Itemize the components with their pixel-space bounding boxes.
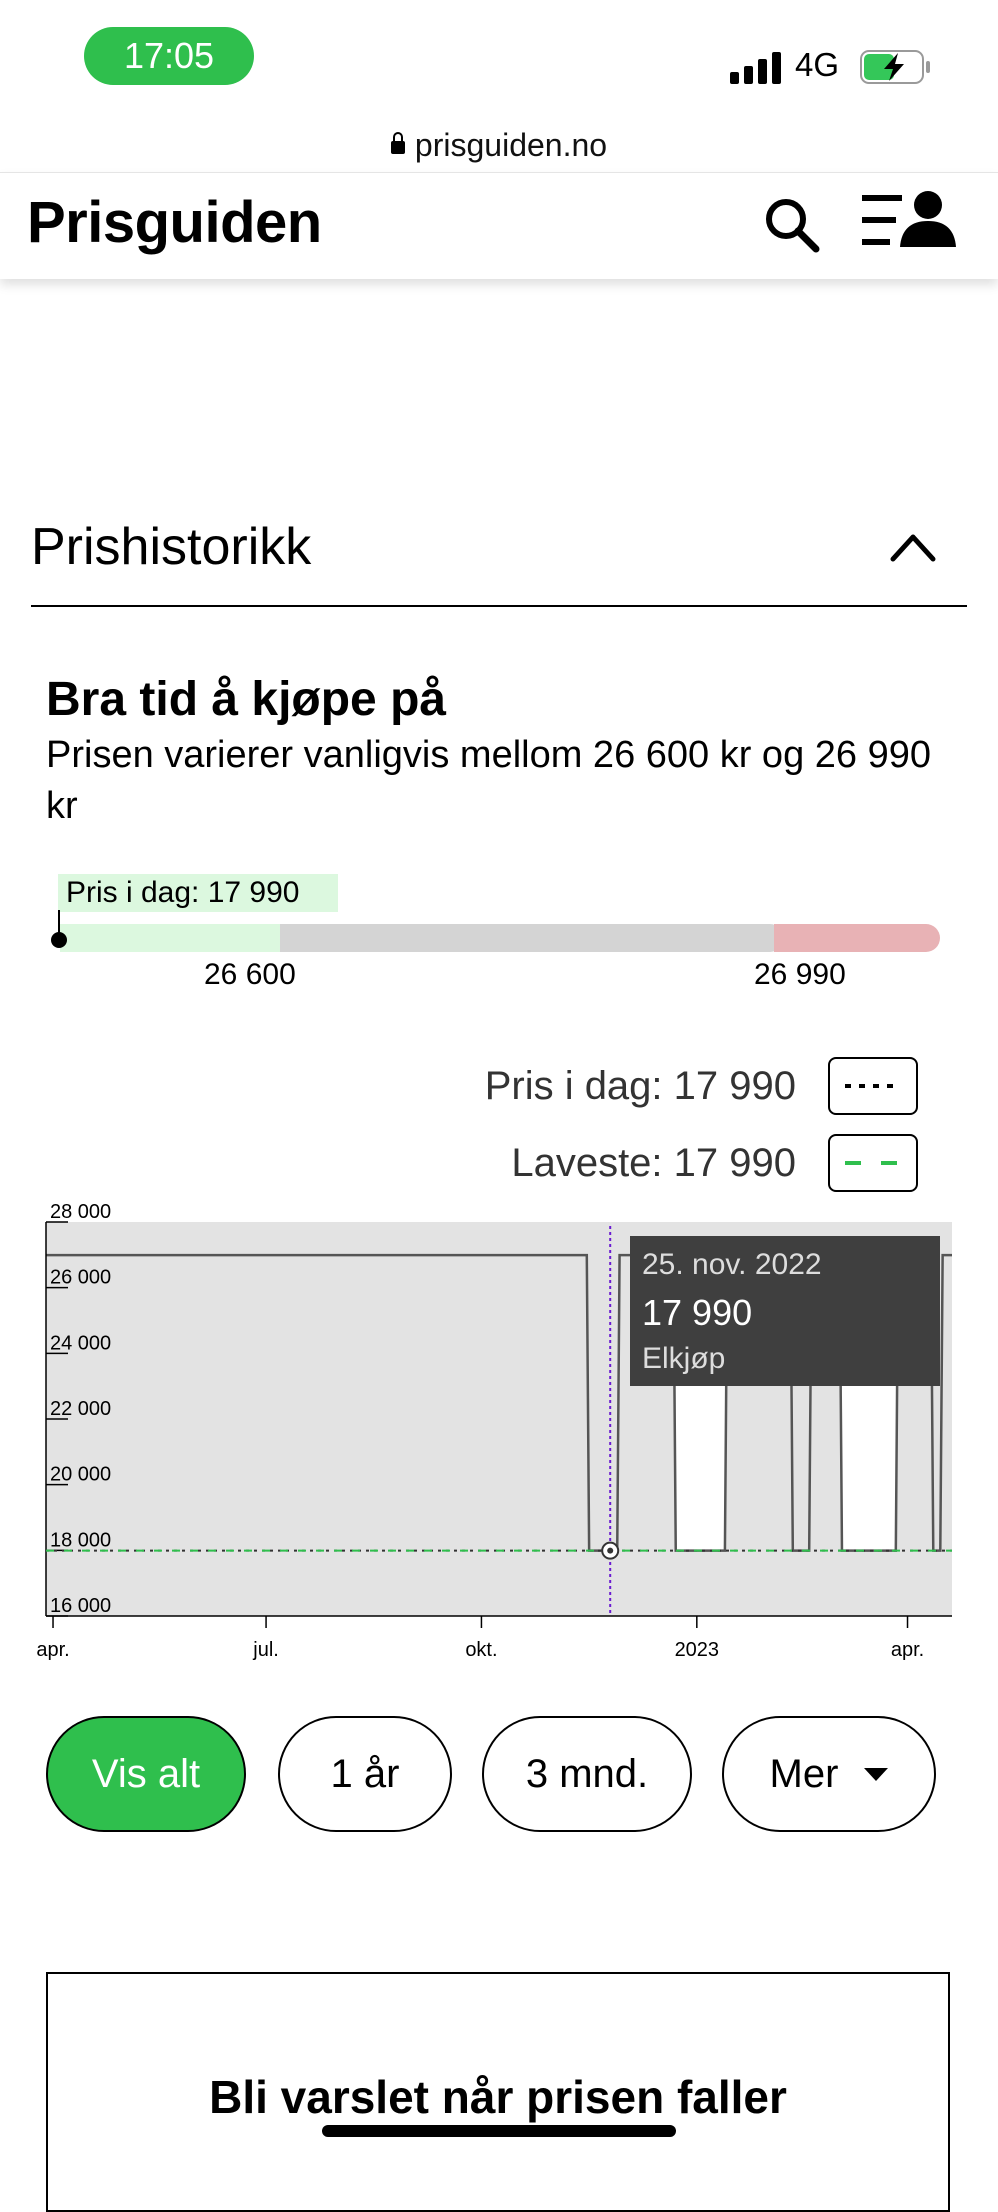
- legend-lowest-swatch[interactable]: [828, 1134, 918, 1192]
- verdict-title: Bra tid å kjøpe på: [46, 673, 447, 726]
- range-button-more-label: Mer: [769, 1751, 839, 1796]
- chart-tooltip: 25. nov. 2022 17 990 Elkjøp: [630, 1236, 940, 1386]
- range-button-3-months[interactable]: 3 mnd.: [482, 1716, 692, 1832]
- range-button-1-year[interactable]: 1 år: [278, 1716, 452, 1832]
- site-header: Prisguiden: [0, 172, 998, 279]
- x-tick-label: apr.: [36, 1639, 69, 1661]
- range-button-all[interactable]: Vis alt: [46, 1716, 246, 1832]
- range-high-label: 26 990: [754, 958, 846, 991]
- battery-charging-icon: [860, 50, 930, 84]
- status-time: 17:05: [84, 27, 254, 85]
- price-range-indicator: Pris i dag: 17 990 26 600 26 990: [46, 872, 946, 1002]
- tooltip-store: Elkjøp: [642, 1342, 726, 1375]
- y-tick-label: 26 000: [50, 1267, 111, 1289]
- tooltip-date: 25. nov. 2022: [642, 1248, 822, 1281]
- legend-today[interactable]: Pris i dag: 17 990: [485, 1057, 918, 1115]
- dotted-line-icon: [845, 1084, 901, 1088]
- dashed-line-icon: [845, 1161, 901, 1165]
- address-bar[interactable]: prisguiden.no: [0, 118, 998, 172]
- x-tick-label: 2023: [675, 1639, 720, 1661]
- range-button-more[interactable]: Mer: [722, 1716, 936, 1832]
- y-tick-label: 24 000: [50, 1332, 111, 1354]
- time-range-selector: Vis alt 1 år 3 mnd. Mer: [46, 1716, 946, 1834]
- today-marker-dot: [51, 932, 67, 948]
- cellular-signal-icon: [730, 50, 782, 84]
- section-title: Prishistorikk: [31, 518, 312, 576]
- y-tick-label: 16 000: [50, 1595, 111, 1617]
- price-alert-title: Bli varslet når prisen faller: [209, 2071, 787, 2123]
- tooltip-price: 17 990: [642, 1292, 753, 1333]
- price-history-section-header[interactable]: Prishistorikk: [31, 505, 967, 607]
- x-tick-label: apr.: [891, 1639, 924, 1661]
- lock-icon: [390, 131, 405, 154]
- home-indicator: [322, 2125, 676, 2137]
- legend-lowest[interactable]: Laveste: 17 990: [511, 1134, 918, 1192]
- x-tick-label: jul.: [252, 1639, 279, 1661]
- y-tick-label: 28 000: [50, 1201, 111, 1223]
- today-marker-line: [58, 910, 60, 940]
- y-tick-label: 18 000: [50, 1529, 111, 1551]
- price-alert-box: Bli varslet når prisen faller: [46, 1972, 950, 2212]
- chevron-up-icon[interactable]: [889, 527, 937, 567]
- verdict-subtitle: Prisen varierer vanligvis mellom 26 600 …: [46, 734, 931, 827]
- today-price-tag: Pris i dag: 17 990: [58, 874, 338, 912]
- legend-lowest-label: Laveste: 17 990: [511, 1140, 796, 1185]
- user-menu-icon[interactable]: [860, 187, 960, 263]
- site-logo[interactable]: Prisguiden: [27, 190, 322, 255]
- hover-point-center: [607, 1547, 614, 1554]
- legend-today-label: Pris i dag: 17 990: [484, 1063, 796, 1108]
- legend-today-swatch[interactable]: [828, 1057, 918, 1115]
- y-tick-label: 20 000: [50, 1464, 111, 1486]
- network-type: 4G: [795, 46, 840, 83]
- search-icon[interactable]: [760, 193, 824, 257]
- url-text: prisguiden.no: [414, 126, 608, 163]
- y-tick-label: 22 000: [50, 1398, 111, 1420]
- range-high-segment: [774, 924, 940, 952]
- x-tick-label: okt.: [465, 1639, 497, 1661]
- range-normal-segment: [224, 924, 784, 952]
- range-low-label: 26 600: [204, 958, 296, 991]
- range-low-segment: [60, 924, 280, 952]
- status-bar: 17:05 4G: [0, 0, 998, 118]
- caret-down-icon: [864, 1767, 889, 1781]
